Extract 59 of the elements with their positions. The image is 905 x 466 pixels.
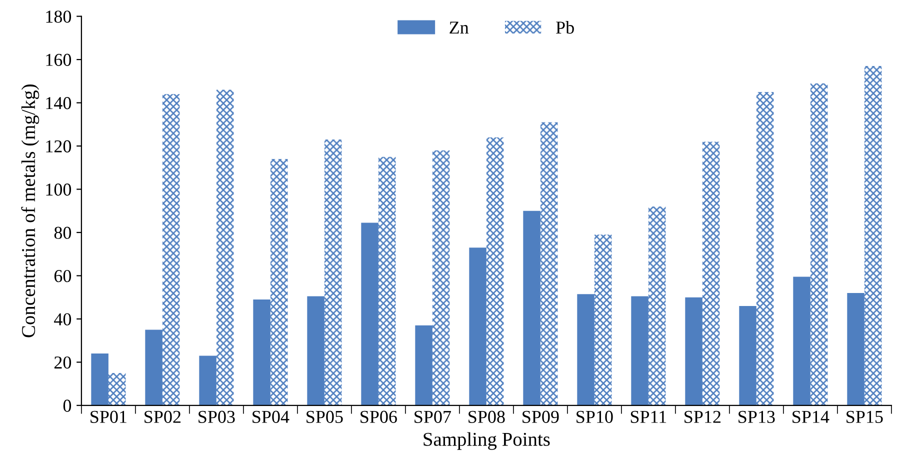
bar [469, 248, 486, 406]
y-tick-label: 140 [46, 97, 72, 110]
y-tick-label: 0 [63, 400, 72, 412]
x-axis-title: Sampling Points [424, 432, 550, 450]
bar [810, 83, 828, 406]
bar [577, 294, 594, 406]
y-axis-title: Concentration of metals (mg/kg) [21, 84, 40, 338]
bar [199, 356, 216, 406]
bar [145, 330, 162, 406]
x-tick-label: SP05 [306, 410, 343, 423]
x-tick-label: SP02 [144, 410, 181, 423]
y-tick-label: 120 [46, 140, 72, 152]
legend-label: Pb [556, 20, 574, 34]
bar [324, 140, 342, 406]
bar [361, 222, 378, 406]
bar [648, 206, 666, 406]
bar [378, 156, 396, 406]
y-tick-label: 40 [54, 313, 72, 326]
x-tick-label: SP10 [576, 410, 613, 423]
bar [91, 354, 108, 406]
bar [108, 372, 126, 406]
bar [864, 66, 882, 406]
bar [847, 293, 864, 406]
x-tick-label: SP01 [90, 410, 126, 423]
bar [307, 296, 324, 406]
x-tick-label: SP12 [684, 410, 721, 423]
y-tick-label: 180 [46, 10, 72, 23]
bar [415, 325, 432, 406]
bar [486, 137, 504, 406]
y-tick-label: 80 [54, 226, 72, 239]
y-tick-label: 60 [54, 270, 72, 282]
bar [432, 150, 450, 406]
bar [739, 306, 756, 406]
x-tick-label: SP11 [630, 410, 666, 423]
bar [162, 94, 180, 406]
bar [685, 297, 702, 406]
legend-label: Zn [450, 22, 469, 34]
x-tick-label: SP15 [846, 410, 883, 423]
x-tick-label: SP07 [414, 410, 451, 423]
bar [253, 299, 270, 406]
x-tick-label: SP14 [792, 410, 830, 423]
y-tick-label: 20 [54, 356, 72, 369]
bar [594, 234, 612, 406]
bar [216, 90, 234, 406]
x-tick-label: SP08 [468, 410, 505, 423]
x-tick-label: SP13 [738, 410, 775, 423]
x-tick-label: SP04 [252, 410, 290, 423]
x-tick-label: SP09 [522, 410, 559, 423]
y-tick-label: 100 [46, 184, 72, 196]
bar [270, 158, 288, 406]
x-tick-label: SP03 [198, 410, 235, 423]
bar [523, 210, 540, 406]
bar [702, 142, 720, 406]
y-tick-label: 160 [46, 54, 72, 66]
bar [793, 276, 810, 406]
x-tick-label: SP06 [360, 410, 397, 423]
bar [540, 122, 558, 406]
bar [631, 296, 648, 406]
bar [756, 92, 774, 406]
